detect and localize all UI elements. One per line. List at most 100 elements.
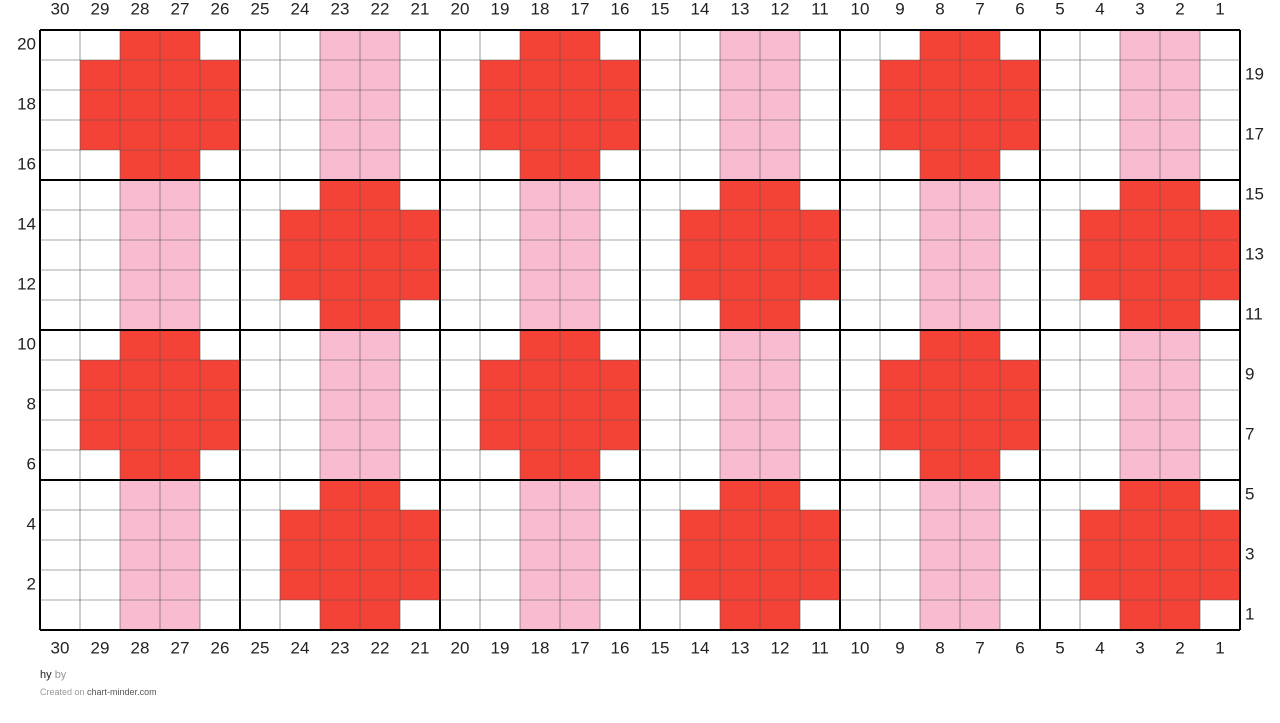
row-number: 1 [1245,604,1254,623]
stitch-cell [680,510,720,540]
stitch-cell [840,150,880,180]
stitch-cell [760,210,800,240]
stitch-cell [200,600,240,630]
stitch-cell [160,30,200,60]
column-number: 10 [851,638,870,657]
column-number: 12 [771,0,790,18]
stitch-cell [480,240,520,270]
stitch-cell [800,270,840,300]
stitch-cell [840,120,880,150]
stitch-cell [1040,30,1080,60]
stitch-cell [240,360,280,390]
stitch-cell [520,390,560,420]
stitch-cell [800,570,840,600]
stitch-cell [720,450,760,480]
stitch-cell [520,300,560,330]
stitch-cell [1040,60,1080,90]
stitch-cell [80,120,120,150]
stitch-cell [920,30,960,60]
stitch-cell [1160,360,1200,390]
row-number: 5 [1245,484,1254,503]
stitch-cell [560,210,600,240]
stitch-cell [680,600,720,630]
stitch-cell [480,180,520,210]
stitch-cell [160,510,200,540]
stitch-cell [800,330,840,360]
stitch-cell [840,600,880,630]
stitch-cell [400,510,440,540]
stitch-cell [960,60,1000,90]
stitch-cell [240,90,280,120]
stitch-cell [920,120,960,150]
stitch-cell [960,180,1000,210]
stitch-cell [80,360,120,390]
stitch-cell [280,300,320,330]
stitch-cell [800,390,840,420]
stitch-cell [720,90,760,120]
stitch-cell [440,270,480,300]
stitch-cell [600,570,640,600]
stitch-cell [40,150,80,180]
stitch-cell [640,330,680,360]
stitch-cell [360,300,400,330]
stitch-cell [1080,540,1120,570]
stitch-cell [680,240,720,270]
stitch-cell [600,480,640,510]
stitch-cell [320,270,360,300]
stitch-cell [40,30,80,60]
stitch-cell [720,360,760,390]
stitch-cell [880,360,920,390]
stitch-cell [600,90,640,120]
stitch-cell [160,570,200,600]
stitch-cell [440,240,480,270]
stitch-cell [480,360,520,390]
stitch-cell [920,300,960,330]
stitch-cell [960,390,1000,420]
stitch-cell [1160,30,1200,60]
stitch-cell [480,540,520,570]
stitch-cell [920,60,960,90]
stitch-cell [200,120,240,150]
stitch-cell [240,300,280,330]
row-number: 3 [1245,544,1254,563]
stitch-cell [1040,180,1080,210]
stitch-cell [280,150,320,180]
stitch-cell [160,600,200,630]
stitch-cell [680,150,720,180]
stitch-cell [80,540,120,570]
column-number: 21 [411,0,430,18]
stitch-cell [1080,300,1120,330]
stitch-cell [320,330,360,360]
stitch-cell [640,120,680,150]
stitch-cell [80,150,120,180]
stitch-cell [1080,270,1120,300]
stitch-cell [600,360,640,390]
stitch-cell [40,570,80,600]
stitch-cell [320,150,360,180]
stitch-cell [600,540,640,570]
stitch-cell [800,120,840,150]
column-number: 26 [211,0,230,18]
stitch-cell [80,240,120,270]
column-number: 1 [1215,0,1224,18]
stitch-cell [960,360,1000,390]
stitch-cell [640,390,680,420]
stitch-cell [520,510,560,540]
stitch-cell [1120,450,1160,480]
stitch-cell [1200,480,1240,510]
stitch-cell [360,330,400,360]
stitch-cell [1200,570,1240,600]
column-number: 24 [291,638,310,657]
stitch-cell [280,570,320,600]
stitch-cell [520,90,560,120]
stitch-cell [520,330,560,360]
stitch-cell [720,330,760,360]
stitch-cell [240,480,280,510]
stitch-cell [880,240,920,270]
stitch-cell [320,420,360,450]
stitch-cell [320,540,360,570]
stitch-cell [200,210,240,240]
stitch-cell [1080,210,1120,240]
stitch-cell [1120,120,1160,150]
stitch-cell [1160,300,1200,330]
